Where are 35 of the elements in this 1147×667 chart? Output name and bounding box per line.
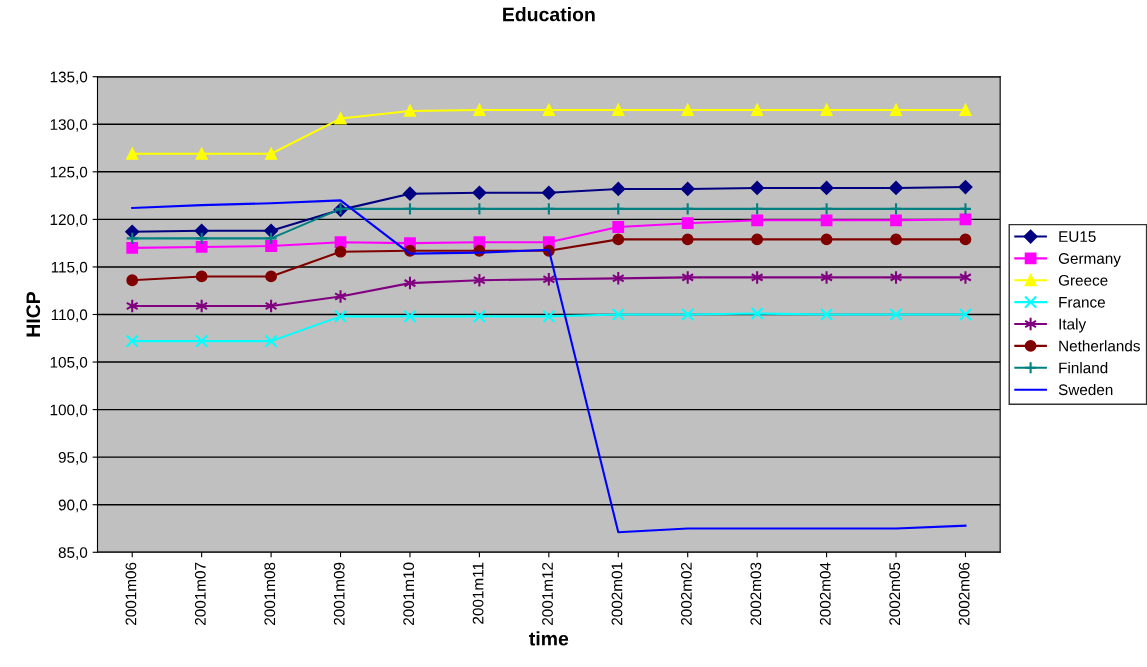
y-tick-label: 120,0: [50, 214, 88, 227]
y-tick-label: 135,0: [50, 71, 88, 85]
x-tick-label: 2002m05: [889, 562, 901, 625]
x-tick-label: 2002m01: [611, 562, 623, 625]
y-tick-label: 125,0: [50, 166, 88, 180]
legend-label: Netherlands: [1059, 340, 1140, 352]
x-tick-label: 2001m09: [333, 562, 345, 625]
y-tick-label: 90,0: [58, 499, 88, 513]
x-tick-label: 2001m06: [125, 562, 137, 625]
y-tick-label: 115,0: [51, 261, 88, 275]
x-tick-label: 2001m11: [472, 562, 484, 624]
y-tick-label: 85,0: [58, 547, 88, 560]
y-tick-label: 110,0: [51, 309, 88, 322]
x-tick-label: 2001m07: [194, 562, 206, 625]
y-tick-label: 95,0: [58, 452, 88, 465]
x-tick-label: 2001m10: [403, 562, 415, 625]
x-tick-label: 2001m08: [264, 562, 276, 625]
x-tick-label: 2002m03: [750, 562, 762, 625]
chart-title: Education: [503, 7, 595, 22]
legend-label: Italy: [1059, 318, 1087, 333]
x-axis-title: time: [529, 631, 569, 646]
y-tick-label: 130,0: [50, 119, 88, 132]
y-axis-title: HICP: [26, 291, 41, 337]
legend-label: Greece: [1058, 274, 1108, 286]
legend-label: France: [1059, 296, 1105, 308]
legend-label: Finland: [1059, 362, 1108, 374]
legend-label: Sweden: [1058, 383, 1113, 396]
x-tick-label: 2002m04: [819, 562, 831, 625]
x-tick-label: 2002m06: [958, 562, 970, 625]
legend-label: Germany: [1058, 253, 1121, 267]
x-tick-label: 2002m02: [681, 562, 692, 625]
y-tick-label: 100,0: [50, 404, 88, 418]
legend-label: EU15: [1059, 231, 1096, 243]
y-tick-label: 105,0: [50, 356, 88, 370]
x-tick-label: 2001m12: [542, 562, 553, 625]
